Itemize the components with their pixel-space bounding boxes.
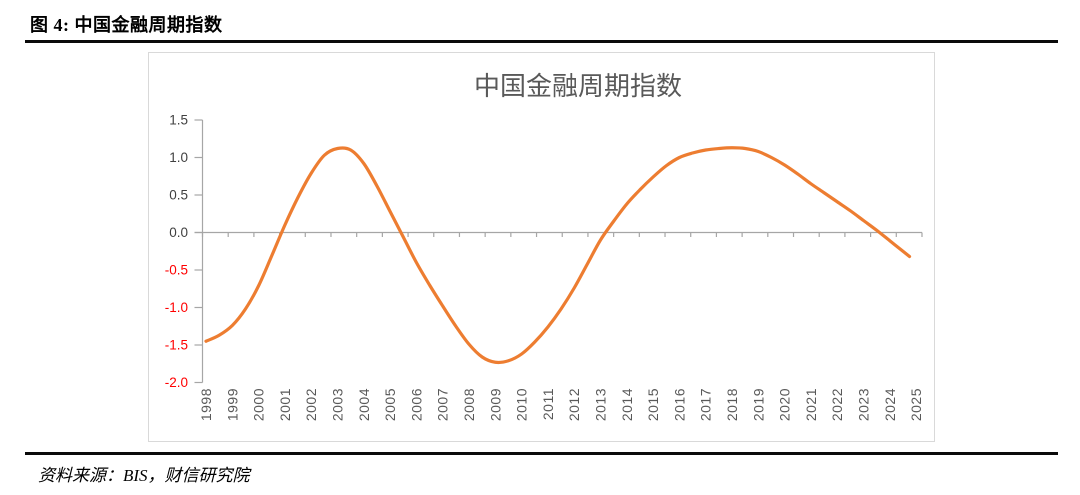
x-tick-label: 2003 bbox=[330, 388, 346, 421]
x-tick-label: 2006 bbox=[408, 388, 424, 421]
x-tick-label: 2007 bbox=[435, 388, 451, 421]
x-tick-label: 2014 bbox=[619, 388, 635, 421]
chart-svg: 中国金融周期指数 1.5 1.0 0.5 0.0 -0.5 -1.0 -1.5 -2.0 1998… bbox=[165, 71, 924, 421]
y-tick-label: 0.0 bbox=[169, 225, 188, 240]
x-tick-label: 2008 bbox=[461, 388, 477, 421]
x-tick-label: 2016 bbox=[671, 388, 687, 421]
x-tick-label: 2023 bbox=[856, 388, 872, 421]
x-tick-label: 2004 bbox=[356, 388, 372, 421]
x-tick-label: 2009 bbox=[487, 388, 503, 421]
chart-title: 中国金融周期指数 bbox=[474, 71, 682, 101]
x-tick-label: 2024 bbox=[882, 388, 898, 421]
x-tick-label: 2019 bbox=[750, 388, 766, 421]
x-tick-label: 2015 bbox=[645, 388, 661, 421]
x-tick-label: 2017 bbox=[698, 388, 714, 421]
x-tick-label: 2025 bbox=[908, 388, 924, 421]
x-tick-label: 2021 bbox=[803, 388, 819, 421]
x-tick-label: 2013 bbox=[593, 388, 609, 421]
y-tick-label: 1.0 bbox=[169, 150, 188, 165]
y-tick-label: 0.5 bbox=[169, 188, 188, 203]
x-tick-label: 2010 bbox=[514, 388, 530, 421]
x-tick-label: 2020 bbox=[777, 388, 793, 421]
x-tick-label: 2002 bbox=[303, 388, 319, 421]
x-tick-label: 2001 bbox=[277, 388, 293, 421]
y-tick-label: -0.5 bbox=[165, 263, 188, 278]
x-tick-label: 2018 bbox=[724, 388, 740, 421]
figure-caption: 图 4: 中国金融周期指数 bbox=[30, 15, 223, 35]
x-tick-label: 2011 bbox=[540, 388, 556, 420]
y-tick-label: -1.0 bbox=[165, 300, 188, 315]
chart-container: 中国金融周期指数 1.5 1.0 0.5 0.0 -0.5 -1.0 -1.5 -2.0 1998… bbox=[148, 52, 935, 442]
x-tick-label: 2000 bbox=[251, 388, 267, 421]
x-tick-label: 1998 bbox=[198, 388, 214, 421]
x-tick-label: 2022 bbox=[829, 388, 845, 421]
x-tick-label: 2005 bbox=[382, 388, 398, 421]
top-rule bbox=[25, 40, 1058, 43]
y-tick-label: -1.5 bbox=[165, 338, 188, 353]
y-tick-label: 1.5 bbox=[169, 113, 188, 128]
x-tick-label: 1999 bbox=[224, 388, 240, 421]
y-tick-label: -2.0 bbox=[165, 375, 188, 390]
bottom-rule bbox=[25, 452, 1058, 455]
series-line bbox=[204, 146, 912, 365]
x-tick-label: 2012 bbox=[566, 388, 582, 421]
source-note: 资料来源：BIS，财信研究院 bbox=[38, 466, 250, 485]
